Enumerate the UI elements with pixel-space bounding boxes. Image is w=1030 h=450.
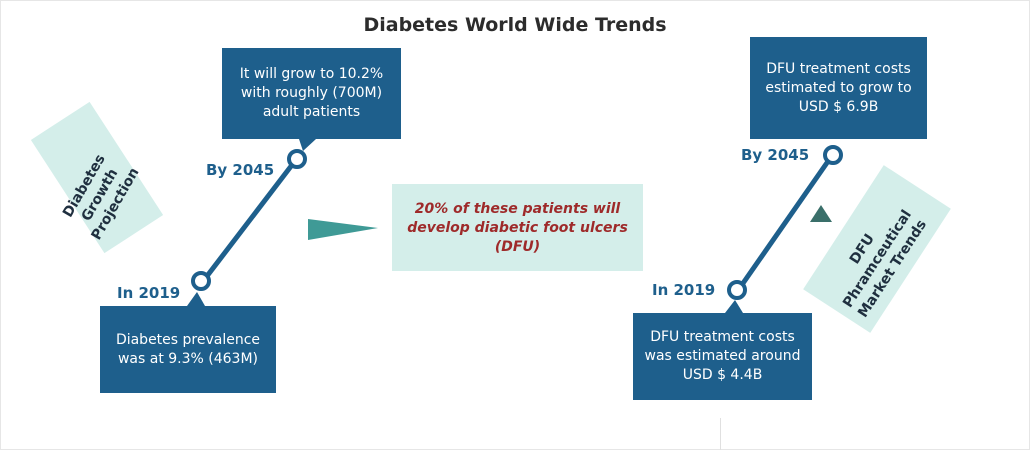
right-2045-box: DFU treatment costs estimated to grow to… (750, 37, 927, 139)
page-divider (720, 418, 721, 450)
right-2019-box: DFU treatment costs was estimated around… (633, 313, 812, 400)
right-2019-box-pointer (725, 300, 743, 313)
left-2019-box-pointer (187, 292, 205, 306)
right-year-end-label: By 2045 (741, 146, 810, 164)
left-growth-line (202, 159, 297, 282)
left-year-start-label: In 2019 (117, 284, 181, 302)
center-panel (392, 184, 643, 271)
left-year-end-label: By 2045 (206, 161, 275, 179)
left-2045-node (287, 149, 307, 169)
right-2045-node (823, 145, 843, 165)
right-2019-node (727, 280, 747, 300)
left-2019-node (191, 271, 211, 291)
right-year-start-label: In 2019 (652, 281, 716, 299)
right-label-triangle (810, 205, 832, 222)
diagram-title: Diabetes World Wide Trends (363, 14, 667, 36)
left-2019-box: Diabetes prevalence was at 9.3% (463M) (100, 306, 276, 393)
center-dfu-statement: 20% of these patients will develop diabe… (407, 201, 628, 255)
left-2045-box: It will grow to 10.2% with roughly (700M… (222, 48, 401, 139)
left-2045-box-pointer (299, 139, 316, 151)
right-growth-line (736, 155, 834, 291)
center-pointer-arrow (308, 219, 378, 240)
